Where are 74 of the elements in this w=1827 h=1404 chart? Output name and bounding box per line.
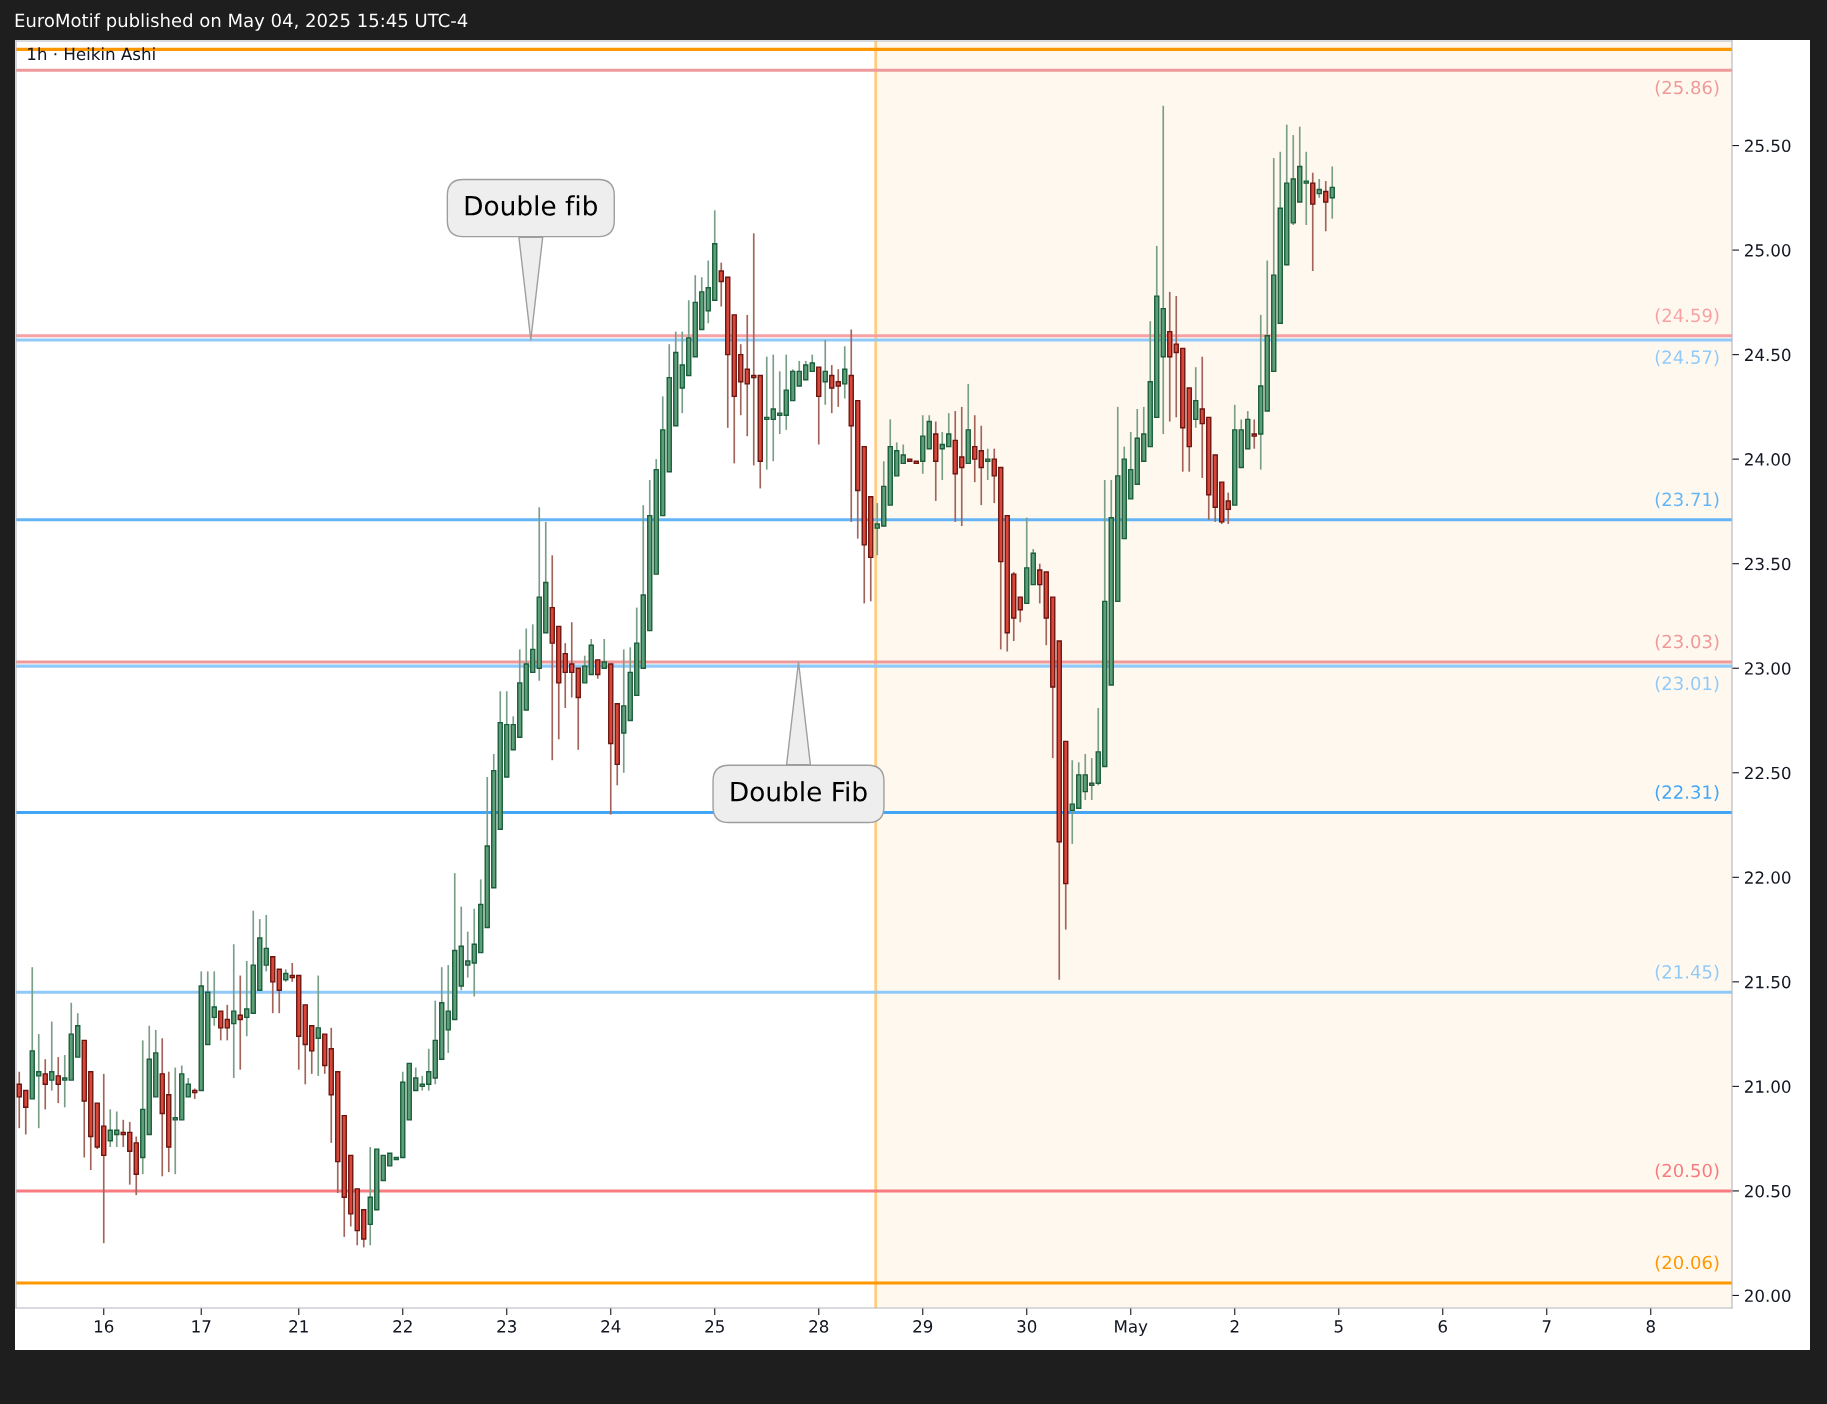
ref-line-label: (22.31)	[1655, 784, 1719, 802]
ref-line-label: (20.06)	[1655, 1255, 1719, 1272]
y-tick-label: 20.00	[1745, 1289, 1791, 1303]
y-tick-label: 25.50	[1745, 139, 1791, 153]
y-tick-label: 23.00	[1745, 662, 1791, 675]
candlestick	[1310, 171, 1316, 272]
ref-line-label: (23.03)	[1655, 634, 1719, 651]
x-tick-label: 24	[601, 1320, 621, 1333]
x-tick-label: 22	[393, 1320, 412, 1333]
x-tick-label: 21	[289, 1320, 308, 1333]
candlestick	[1303, 150, 1309, 226]
candlestick	[276, 968, 282, 1015]
y-tick-label: 21.00	[1745, 1080, 1791, 1093]
y-tick-label: 22.50	[1745, 766, 1791, 780]
x-tick-label: 7	[1542, 1320, 1551, 1333]
candlestick	[972, 414, 978, 483]
candlestick	[62, 1054, 68, 1109]
candlestick	[244, 960, 250, 1038]
candlestick	[595, 659, 601, 680]
candlestick	[218, 1010, 224, 1042]
chart-subtitle: EuroMotif published on May 04, 2025 15:45 UTC-4	[15, 13, 468, 31]
ref-line-label: (24.59)	[1655, 308, 1719, 325]
candlestick	[829, 364, 835, 414]
candlestick	[601, 638, 607, 670]
annotation: Double fib	[465, 195, 597, 216]
candlestick	[842, 345, 848, 400]
ref-line-label: (21.45)	[1655, 964, 1719, 981]
x-tick-label: 6	[1438, 1320, 1447, 1333]
candlestick	[224, 1004, 230, 1042]
ref-line-label: (20.50)	[1655, 1163, 1719, 1180]
y-tick-label: 20.50	[1745, 1184, 1791, 1198]
y-tick-label: 25.00	[1745, 244, 1791, 257]
candlestick	[231, 943, 237, 1079]
x-tick-label: 5	[1334, 1320, 1343, 1333]
x-tick-label: 23	[497, 1320, 517, 1333]
candlestick	[42, 1058, 48, 1111]
ref-line-label: (23.01)	[1655, 676, 1719, 693]
ref-line-label: (25.86)	[1655, 80, 1719, 97]
chart-title: 1h · Heikin Ashi	[28, 47, 155, 61]
ref-line-label: (23.71)	[1655, 492, 1719, 509]
candlestick	[1193, 366, 1199, 429]
candlestick	[49, 1020, 55, 1092]
x-tick-label: 25	[705, 1320, 724, 1333]
x-tick-label: 2	[1230, 1320, 1239, 1333]
annotation: Double Fib	[731, 781, 867, 802]
candlestick	[900, 443, 906, 465]
y-tick-label: 21.50	[1745, 975, 1791, 989]
candlestick	[315, 974, 321, 1077]
candlestick	[185, 1077, 191, 1098]
ref-line-label: (24.57)	[1655, 350, 1719, 367]
x-tick-label: 17	[192, 1320, 211, 1333]
x-tick-label: 28	[809, 1320, 829, 1333]
candlestick	[1329, 165, 1335, 220]
candlestick	[1225, 491, 1231, 525]
x-tick-label: 16	[94, 1320, 114, 1333]
candlestick	[211, 970, 217, 1027]
x-tick-label: May	[1115, 1320, 1148, 1336]
candlestick	[582, 654, 588, 684]
candlestick	[835, 368, 841, 408]
candlestick	[263, 914, 269, 973]
y-tick-label: 23.50	[1745, 557, 1791, 571]
candlestick	[1037, 562, 1043, 605]
candlestick	[1323, 180, 1329, 233]
candlestick	[55, 1056, 61, 1104]
y-tick-label: 24.50	[1745, 348, 1791, 362]
y-tick-label: 22.00	[1745, 871, 1791, 884]
candlestick	[1251, 418, 1257, 450]
x-tick-label: 30	[1017, 1320, 1037, 1333]
x-tick-label: 8	[1646, 1320, 1655, 1333]
y-tick-label: 24.00	[1745, 453, 1791, 466]
candlestick	[978, 424, 984, 506]
candlestick	[985, 447, 991, 481]
x-tick-label: 29	[913, 1320, 933, 1333]
candlestick	[1017, 596, 1023, 624]
